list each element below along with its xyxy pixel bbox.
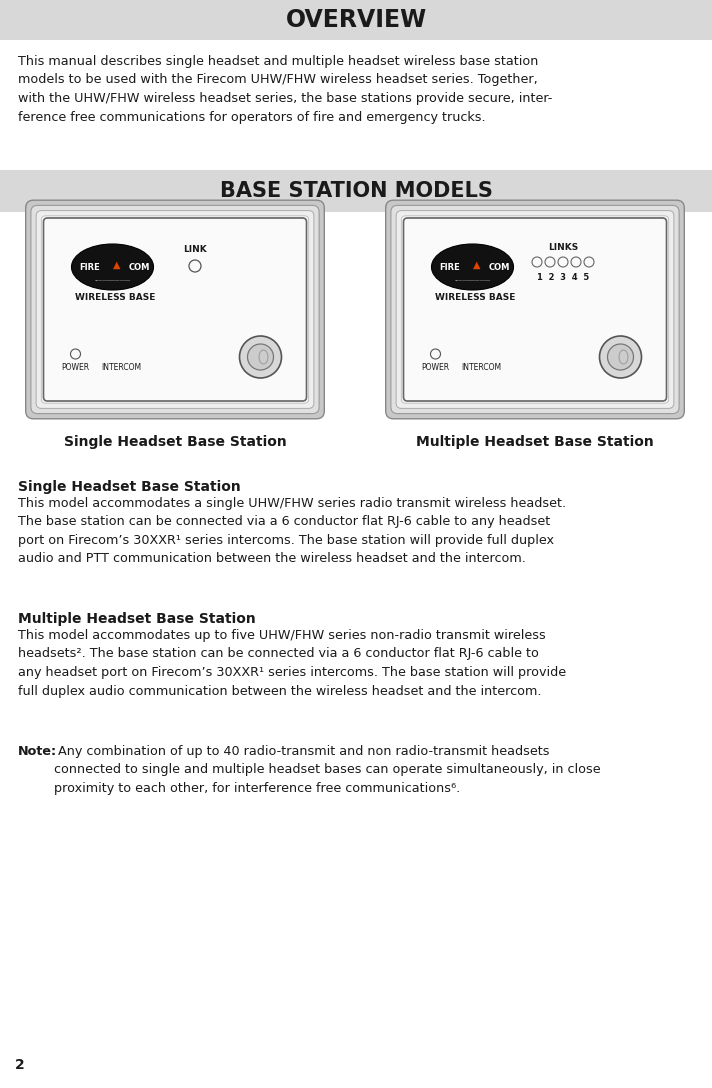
Text: 2: 2 [15,1058,25,1072]
Text: BASE STATION MODELS: BASE STATION MODELS [219,181,493,201]
FancyBboxPatch shape [396,211,674,408]
FancyBboxPatch shape [31,206,319,413]
Text: ▲: ▲ [473,260,481,270]
FancyBboxPatch shape [0,170,712,212]
Text: PAIR: PAIR [612,363,629,372]
Text: 1  2  3  4  5: 1 2 3 4 5 [537,272,589,282]
FancyBboxPatch shape [43,218,306,401]
Text: This manual describes single headset and multiple headset wireless base station
: This manual describes single headset and… [18,55,553,124]
Circle shape [600,336,642,378]
Text: ─────────────────: ───────────────── [454,279,491,283]
Text: ▲: ▲ [112,260,120,270]
Text: POWER: POWER [61,363,90,372]
Text: Multiple Headset Base Station: Multiple Headset Base Station [416,435,654,449]
Text: ─────────────────: ───────────────── [95,279,130,283]
Circle shape [607,344,634,370]
FancyBboxPatch shape [41,215,309,404]
FancyBboxPatch shape [26,200,324,419]
Circle shape [248,344,273,370]
FancyBboxPatch shape [404,219,666,400]
Text: LINK: LINK [183,246,207,255]
Text: INTERCOM: INTERCOM [101,363,142,372]
Text: POWER: POWER [422,363,449,372]
Text: INTERCOM: INTERCOM [461,363,501,372]
Text: COM: COM [128,262,150,272]
Ellipse shape [431,244,513,290]
Ellipse shape [71,244,154,290]
Text: COM: COM [488,262,510,272]
Text: PAIR: PAIR [252,363,269,372]
Text: FIRE: FIRE [440,262,461,272]
Text: Note:: Note: [18,745,57,758]
Text: FIRE: FIRE [80,262,100,272]
Text: Single Headset Base Station: Single Headset Base Station [18,480,241,494]
FancyBboxPatch shape [391,206,679,413]
FancyBboxPatch shape [36,211,314,408]
Circle shape [239,336,281,378]
Text: WIRELESS BASE: WIRELESS BASE [435,293,515,301]
Text: This model accommodates a single UHW/FHW series radio transmit wireless headset.: This model accommodates a single UHW/FHW… [18,497,566,566]
Text: OVERVIEW: OVERVIEW [286,8,426,32]
FancyBboxPatch shape [0,0,712,40]
FancyBboxPatch shape [404,218,666,401]
Text: WIRELESS BASE: WIRELESS BASE [75,293,156,301]
Text: LINKS: LINKS [548,243,578,251]
Text: This model accommodates up to five UHW/FHW series non-radio transmit wireless
he: This model accommodates up to five UHW/F… [18,629,566,697]
FancyBboxPatch shape [44,219,306,400]
FancyBboxPatch shape [402,215,669,404]
Text: Multiple Headset Base Station: Multiple Headset Base Station [18,611,256,626]
Text: Any combination of up to 40 radio-transmit and non radio-transmit headsets
conne: Any combination of up to 40 radio-transm… [54,745,601,795]
Text: Single Headset Base Station: Single Headset Base Station [63,435,286,449]
FancyBboxPatch shape [386,200,684,419]
